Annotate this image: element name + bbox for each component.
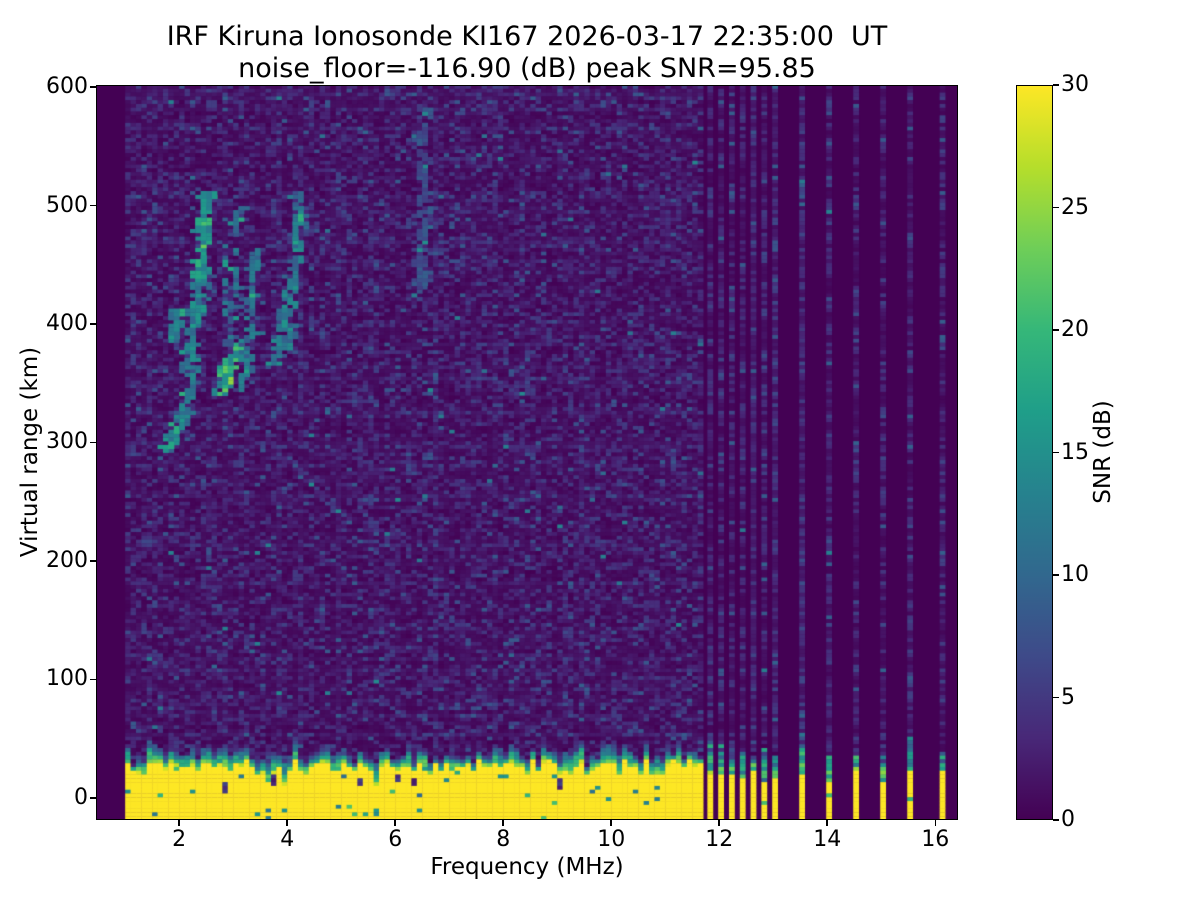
x-tick-mark [394, 820, 396, 826]
x-tick-mark [718, 820, 721, 826]
y-tick-mark [90, 560, 96, 562]
x-tick-mark [178, 820, 180, 826]
colorbar-tick-mark [1053, 329, 1059, 331]
ionogram-heatmap-canvas [96, 85, 958, 820]
colorbar-tick-mark [1053, 696, 1059, 699]
y-tick-mark [90, 441, 96, 444]
y-tick-mark [90, 323, 96, 325]
x-tick-label: 8 [496, 827, 511, 852]
y-tick-mark [90, 86, 96, 88]
colorbar-tick-label: 20 [1061, 317, 1089, 342]
colorbar-tick-label: 15 [1061, 439, 1089, 465]
x-tick-label: 6 [388, 827, 403, 852]
colorbar-tick-label: 10 [1061, 562, 1089, 587]
x-tick-label: 12 [705, 827, 734, 852]
y-tick-label: 300 [46, 429, 88, 455]
y-tick-label: 600 [46, 74, 88, 99]
y-tick-label: 200 [46, 547, 88, 573]
y-tick-mark [90, 204, 96, 207]
x-tick-mark [610, 820, 613, 826]
y-tick-mark [90, 797, 96, 799]
x-tick-mark [286, 820, 288, 826]
colorbar-tick-label: 30 [1061, 72, 1089, 97]
x-axis-label: Frequency (MHz) [430, 854, 624, 880]
x-tick-label: 4 [280, 827, 295, 852]
y-tick-label: 500 [46, 192, 88, 218]
x-tick-mark [934, 820, 937, 826]
x-tick-mark [826, 820, 829, 826]
colorbar [1016, 85, 1053, 820]
chart-subtitle: noise_floor=-116.90 (dB) peak SNR=95.85 [238, 53, 816, 84]
x-tick-label: 10 [597, 827, 626, 852]
colorbar-tick-mark [1053, 819, 1059, 821]
y-tick-label: 0 [74, 784, 88, 810]
colorbar-tick-label: 0 [1061, 807, 1075, 832]
colorbar-tick-mark [1053, 84, 1059, 86]
x-tick-mark [502, 820, 505, 826]
colorbar-tick-mark [1053, 574, 1059, 576]
colorbar-tick-mark [1053, 451, 1059, 454]
y-tick-label: 100 [46, 666, 88, 692]
x-tick-label: 2 [172, 827, 187, 852]
colorbar-label: SNR (dB) [1090, 400, 1116, 504]
chart-title: IRF Kiruna Ionosonde KI167 2026-03-17 22… [166, 21, 888, 52]
x-tick-label: 16 [921, 827, 950, 852]
y-tick-mark [90, 678, 96, 681]
x-tick-label: 14 [813, 827, 842, 852]
colorbar-tick-label: 25 [1061, 194, 1089, 220]
y-tick-label: 400 [46, 310, 88, 336]
colorbar-tick-label: 5 [1061, 684, 1075, 710]
colorbar-tick-mark [1053, 206, 1059, 209]
